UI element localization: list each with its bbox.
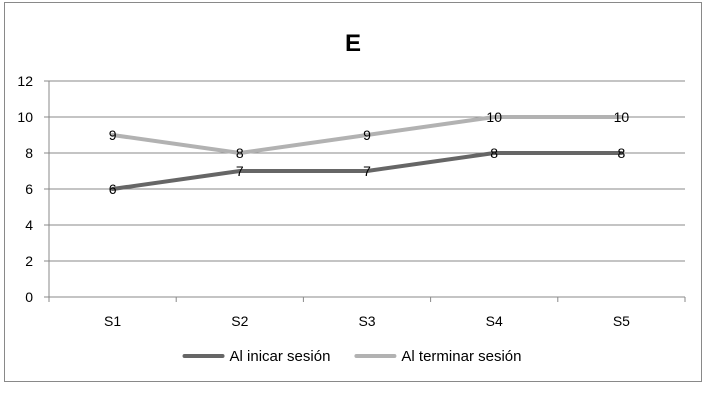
- gridlines: [49, 80, 685, 262]
- x-tick-label: S5: [613, 313, 630, 329]
- y-tick-label: 12: [17, 73, 33, 89]
- data-labels: 6 7 7 8 8 9 8 9 10 10: [109, 109, 630, 197]
- y-tick-label: 8: [25, 145, 33, 161]
- legend: Al inicar sesión Al terminar sesión: [182, 348, 521, 365]
- y-tick-label: 0: [25, 289, 33, 305]
- data-label: 10: [486, 109, 502, 125]
- series-line: [110, 115, 624, 155]
- x-tick-label: S4: [486, 313, 503, 329]
- data-label: 9: [109, 127, 117, 143]
- legend-label: Al terminar sesión: [401, 348, 521, 365]
- data-label: 7: [363, 163, 371, 179]
- data-label: 8: [236, 145, 244, 161]
- y-tick-label: 10: [17, 109, 33, 125]
- x-tick-label: S1: [104, 313, 121, 329]
- axes: 0 2 4 6 8 10 12 S1 S2 S3 S4 S5: [17, 73, 686, 329]
- data-label: 10: [614, 109, 630, 125]
- y-tick-label: 4: [25, 217, 33, 233]
- data-label: 6: [109, 181, 117, 197]
- x-tick-label: S3: [358, 313, 375, 329]
- y-tick-label: 2: [25, 253, 33, 269]
- data-label: 8: [490, 145, 498, 161]
- data-label: 8: [618, 145, 626, 161]
- chart-title: E: [345, 30, 361, 57]
- x-tick-label: S2: [231, 313, 248, 329]
- series-lines: [110, 115, 624, 191]
- series-line: [110, 151, 624, 191]
- data-label: 9: [363, 127, 371, 143]
- legend-label: Al inicar sesión: [230, 348, 331, 365]
- data-label: 7: [236, 163, 244, 179]
- chart-frame: [4, 2, 702, 382]
- y-tick-label: 6: [25, 181, 33, 197]
